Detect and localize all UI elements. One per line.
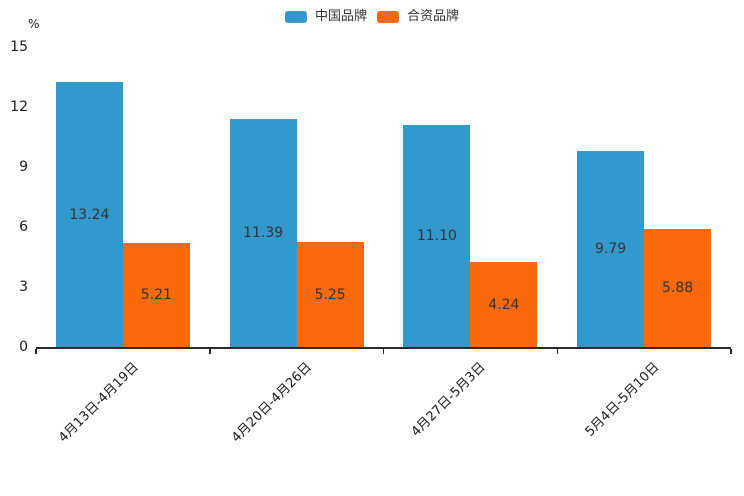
bar-value-label: 5.21 [140, 286, 172, 303]
x-axis-tick-mark [35, 348, 37, 354]
x-tick-label: 5月4日-5月10日 [582, 359, 663, 440]
bar-合资品牌-2: 5.25 [296, 242, 364, 347]
bar-合资品牌-1: 5.21 [122, 242, 190, 347]
bar-value-label: 9.79 [595, 241, 627, 258]
bar-合资品牌-3: 4.24 [470, 262, 538, 347]
y-tick-label: 12 [10, 99, 28, 115]
x-axis-tick-mark [209, 348, 211, 354]
bar-value-label: 4.24 [488, 296, 520, 313]
x-axis-tick-mark [730, 348, 732, 354]
y-tick-label: 0 [19, 339, 28, 355]
x-tick-label: 4月27日-5月3日 [408, 359, 489, 440]
bar-value-label: 5.88 [662, 280, 694, 297]
x-axis-tick-mark [556, 348, 558, 354]
legend-label: 合资品牌 [407, 9, 460, 24]
bar-中国品牌-3: 11.10 [403, 125, 471, 347]
bar-中国品牌-4: 9.79 [577, 151, 645, 347]
bar-value-label: 11.39 [243, 225, 284, 242]
bar-value-label: 5.25 [314, 286, 346, 303]
legend-item-series-1[interactable]: 中国品牌 [284, 9, 367, 25]
legend-swatch-icon [284, 11, 307, 23]
bar-value-label: 11.10 [416, 228, 457, 244]
x-axis-line [36, 347, 731, 349]
bar-value-label: 13.24 [69, 206, 110, 223]
bar-中国品牌-1: 13.24 [55, 82, 123, 347]
x-tick-label: 4月20日-4月26日 [229, 359, 316, 446]
legend-swatch-icon [377, 11, 399, 23]
x-axis-tick-mark [382, 348, 385, 354]
y-tick-label: 15 [10, 39, 28, 55]
y-tick-label: 9 [19, 159, 28, 175]
y-tick-label: 6 [19, 219, 28, 235]
legend-label: 中国品牌 [314, 9, 367, 24]
y-tick-label: 3 [19, 279, 28, 295]
y-axis-unit-label: % [28, 17, 40, 31]
legend-item-series-2[interactable]: 合资品牌 [377, 9, 459, 25]
legend: 中国品牌 合资品牌 [0, 8, 744, 26]
x-tick-label: 4月13日-4月19日 [55, 359, 142, 446]
bar-合资品牌-4: 5.88 [644, 229, 712, 347]
bar-中国品牌-2: 11.39 [229, 119, 297, 347]
